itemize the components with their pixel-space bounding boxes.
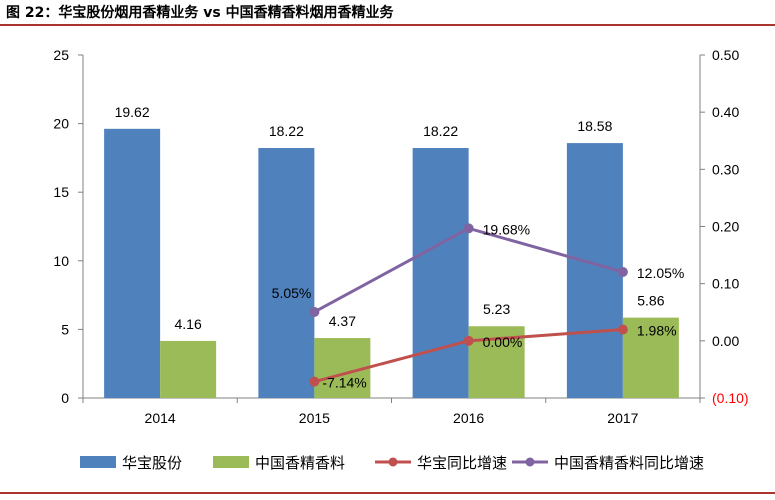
legend-swatch	[213, 456, 249, 468]
title-divider	[0, 24, 775, 26]
x-tick-label: 2014	[145, 410, 176, 426]
legend-marker	[388, 457, 398, 467]
cn-growth-value-label: 5.05%	[272, 285, 312, 301]
left-tick-label: 25	[53, 47, 69, 63]
hb-bar-value-label: 18.58	[577, 118, 612, 134]
hb-bar	[104, 128, 161, 398]
right-tick-label: 0.40	[712, 104, 739, 120]
right-tick-label: 0.10	[712, 276, 739, 292]
figure-title: 图 22：华宝股份烟用香精业务 vs 中国香精香料烟用香精业务	[6, 5, 394, 21]
cn-growth-value-label: 19.68%	[483, 221, 530, 237]
x-tick-label: 2017	[607, 410, 638, 426]
bottom-divider	[0, 492, 775, 494]
hb-growth-value-label: 0.00%	[483, 334, 523, 350]
hb-growth-point	[617, 324, 628, 335]
cn-bar	[622, 317, 679, 398]
right-tick-label: 0.20	[712, 219, 739, 235]
hb-growth-value-label: -7.14%	[322, 375, 366, 391]
left-tick-label: 20	[53, 116, 69, 132]
cn-growth-point	[463, 223, 474, 234]
hb-bar	[412, 148, 469, 398]
legend-label: 中国香精香料同比增速	[554, 455, 704, 472]
hb-bar-value-label: 18.22	[423, 123, 458, 139]
cn-bar	[160, 340, 217, 398]
legend-label: 华宝同比增速	[417, 455, 507, 472]
hb-growth-point	[463, 335, 474, 346]
legend-label: 华宝股份	[122, 455, 182, 472]
hb-growth-point	[309, 376, 320, 387]
cn-bar-value-label: 4.37	[329, 313, 356, 329]
right-tick-label: 0.30	[712, 161, 739, 177]
hb-bar-value-label: 19.62	[115, 104, 150, 120]
x-tick-label: 2015	[299, 410, 330, 426]
cn-bar-value-label: 5.23	[483, 301, 510, 317]
left-tick-label: 0	[61, 390, 69, 406]
right-tick-label: 0.00	[712, 333, 739, 349]
left-tick-label: 10	[53, 253, 69, 269]
legend-marker	[525, 457, 535, 467]
right-tick-label: (0.10)	[712, 390, 749, 406]
hb-bar	[258, 148, 315, 398]
cn-bar-value-label: 4.16	[175, 316, 202, 332]
legend-swatch	[80, 456, 116, 468]
x-tick-label: 2016	[453, 410, 484, 426]
hb-growth-value-label: 1.98%	[637, 323, 677, 339]
right-tick-label: 0.50	[712, 47, 739, 63]
cn-growth-point	[617, 266, 628, 277]
left-tick-label: 5	[61, 321, 69, 337]
cn-growth-point	[309, 306, 320, 317]
hb-bar-value-label: 18.22	[269, 123, 304, 139]
left-tick-label: 15	[53, 184, 69, 200]
legend-label: 中国香精香料	[255, 455, 345, 472]
cn-growth-value-label: 12.05%	[637, 265, 684, 281]
cn-bar-value-label: 5.86	[637, 293, 664, 309]
